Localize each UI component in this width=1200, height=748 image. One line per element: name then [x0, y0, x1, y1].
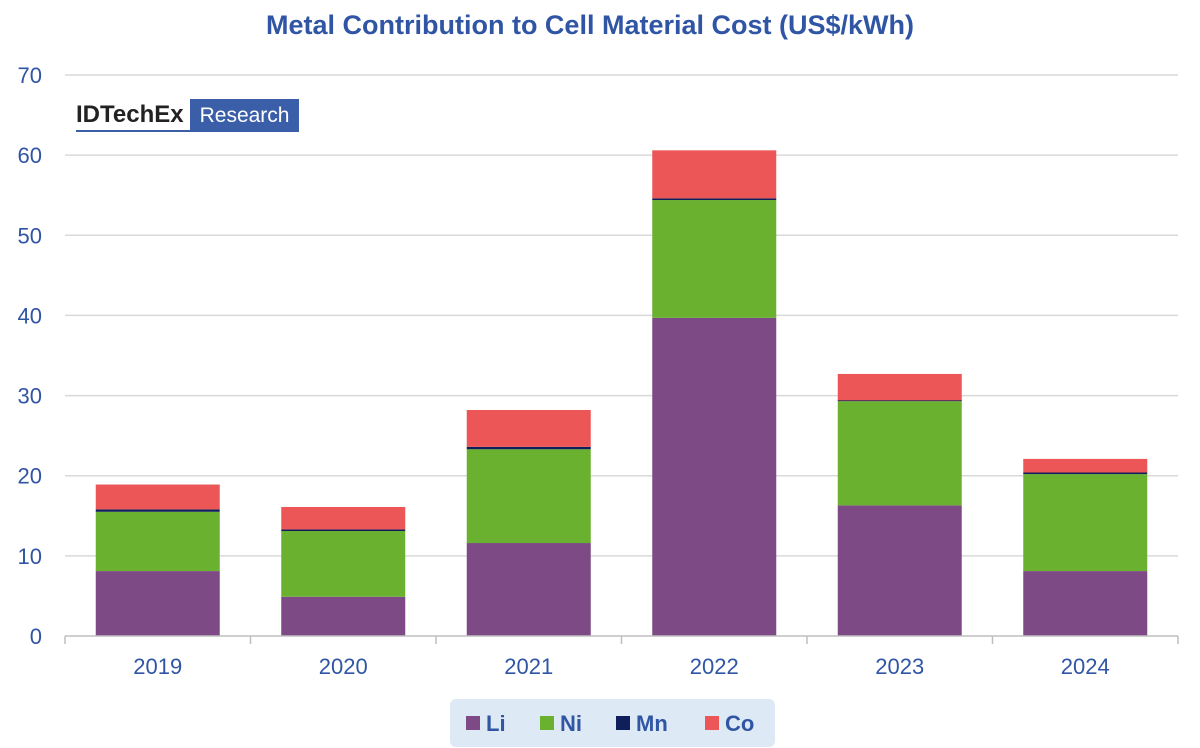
y-tick-label: 40 [18, 303, 42, 328]
legend-label-li: Li [486, 711, 506, 736]
bar-mn-2024 [1023, 472, 1148, 475]
bar-mn-2023 [837, 399, 962, 402]
bar-ni-2024 [1023, 474, 1148, 572]
bar-li-2022 [652, 317, 777, 636]
bar-li-2021 [466, 543, 591, 636]
bar-ni-2020 [281, 531, 406, 597]
chart-title: Metal Contribution to Cell Material Cost… [265, 10, 914, 40]
legend-label-mn: Mn [636, 711, 668, 736]
x-tick-label: 2023 [875, 654, 924, 679]
y-tick-label: 60 [18, 143, 42, 168]
legend-label-co: Co [725, 711, 754, 736]
legend-swatch-ni [540, 716, 554, 730]
y-tick-label: 50 [18, 223, 42, 248]
bar-ni-2022 [652, 200, 777, 318]
bar-mn-2021 [466, 446, 591, 450]
x-tick-label: 2022 [690, 654, 739, 679]
axes: 0 10 20 30 40 50 60 70 2019 2020 2021 2022 2023 2024 [18, 63, 1179, 679]
bar-mn-2022 [652, 198, 777, 201]
x-tick-label: 2020 [319, 654, 368, 679]
bar-mn-2020 [281, 529, 406, 532]
bar-ni-2021 [466, 449, 591, 544]
bar-li-2023 [837, 505, 962, 636]
bar-ni-2019 [95, 511, 220, 572]
bar-mn-2019 [95, 509, 220, 512]
x-tick-label: 2019 [133, 654, 182, 679]
bar-co-2023 [837, 373, 962, 401]
bar-co-2022 [652, 150, 777, 199]
legend-swatch-li [466, 716, 480, 730]
bar-co-2024 [1023, 458, 1148, 473]
bar-ni-2023 [837, 401, 962, 506]
bar-li-2020 [281, 596, 406, 636]
x-tick-label: 2021 [504, 654, 553, 679]
y-tick-label: 0 [30, 624, 42, 649]
bar-co-2021 [466, 409, 591, 447]
y-tick-label: 20 [18, 464, 42, 489]
y-tick-label: 10 [18, 544, 42, 569]
x-tick-label: 2024 [1061, 654, 1110, 679]
legend-swatch-mn [616, 716, 630, 730]
idtechex-logo: IDTechEx Research [76, 99, 300, 132]
legend: Li Ni Mn Co [450, 699, 775, 747]
bar-li-2024 [1023, 571, 1148, 636]
logo-research-tag: Research [189, 99, 300, 132]
legend-swatch-co [705, 716, 719, 730]
bars [95, 150, 1148, 636]
y-tick-label: 70 [18, 63, 42, 88]
bar-co-2020 [281, 506, 406, 530]
legend-label-ni: Ni [560, 711, 582, 736]
logo-brand: IDTechEx [76, 99, 190, 132]
legend-box [450, 699, 775, 747]
grid-lines [65, 74, 1178, 557]
y-tick-label: 30 [18, 384, 42, 409]
bar-li-2019 [95, 571, 220, 636]
bar-co-2019 [95, 484, 220, 510]
